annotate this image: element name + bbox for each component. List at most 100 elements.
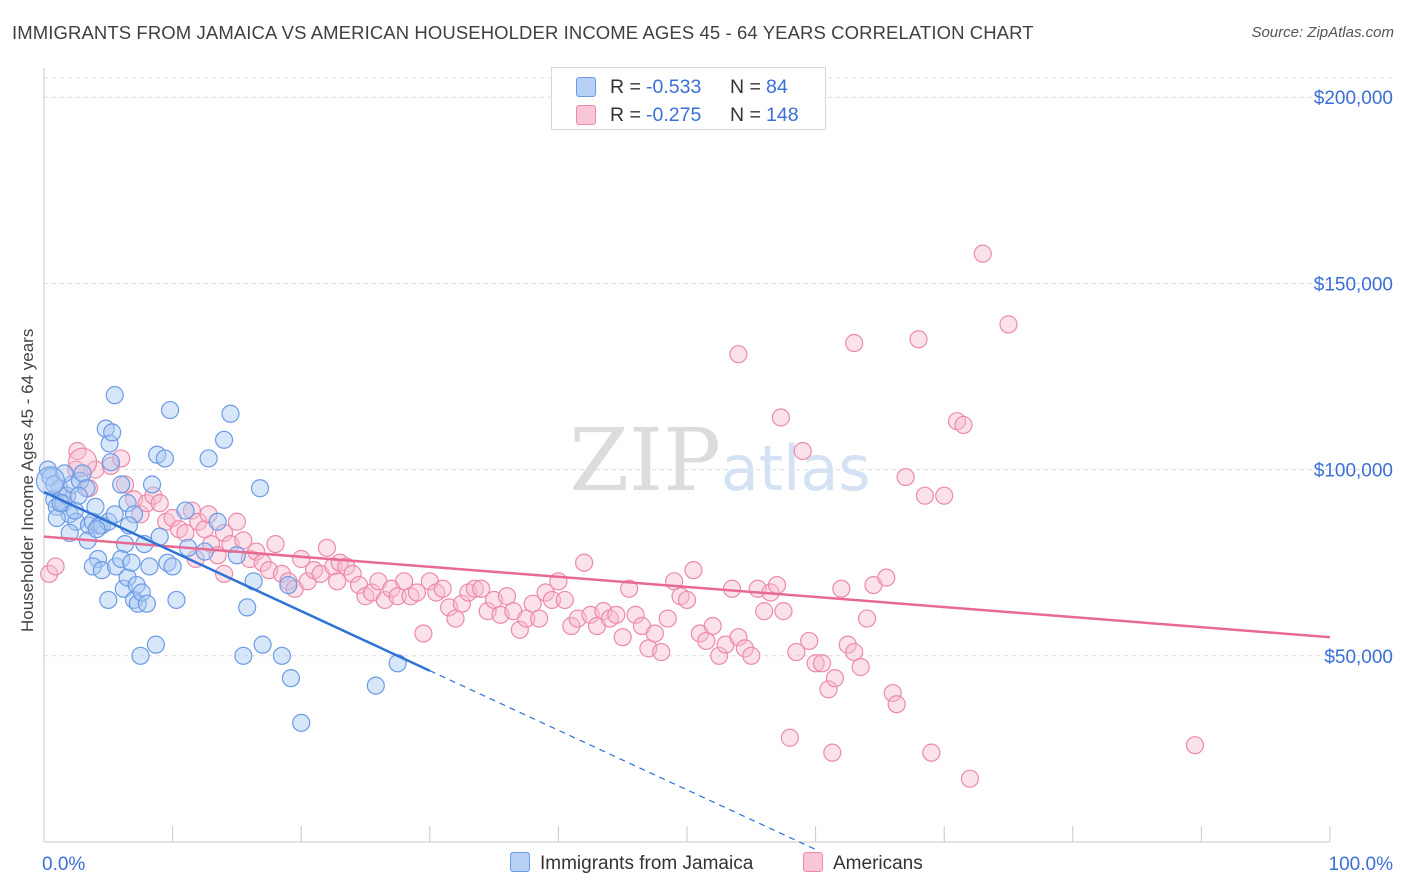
- bottom-legend-label-jamaica: Immigrants from Jamaica: [540, 853, 754, 874]
- americans-point-34: [272, 564, 292, 583]
- y-axis-label: Householder Income Ages 45 - 64 years: [18, 328, 37, 632]
- americans-point-109: [755, 602, 774, 621]
- axes: [43, 68, 1331, 843]
- americans-point-89: [626, 605, 645, 624]
- x-tick-label-1: 100.0%: [1329, 854, 1394, 875]
- jamaica-point-25: [112, 475, 131, 494]
- jamaica-trend-extension: [429, 670, 816, 850]
- americans-point-113: [774, 602, 793, 621]
- americans-point-116: [793, 441, 812, 461]
- americans-point-147: [823, 743, 842, 762]
- y-tick-label-2: $150,000: [1314, 274, 1393, 295]
- jamaica-point-59: [221, 404, 240, 423]
- americans-point-118: [806, 654, 825, 673]
- americans-point-27: [227, 512, 246, 531]
- americans-point-129: [883, 683, 902, 703]
- correlation-legend: R = -0.533 N = 84 R = -0.275 N = 148: [551, 67, 826, 130]
- americans-point-120: [819, 680, 838, 699]
- jamaica-point-52: [176, 501, 195, 520]
- legend-r-label: R =: [610, 104, 641, 126]
- jamaica-point-61: [234, 646, 253, 665]
- jamaica-point-27: [118, 494, 137, 513]
- jamaica-point-65: [253, 635, 272, 654]
- americans-point-14: [150, 494, 169, 513]
- americans-point-115: [787, 642, 806, 662]
- americans-point-55: [407, 583, 427, 602]
- jamaica-point-11: [73, 464, 92, 483]
- americans-point-62: [452, 594, 472, 613]
- americans-point-125: [851, 657, 870, 677]
- americans-point-8: [112, 449, 131, 468]
- source-credit: Source: ZipAtlas.com: [1251, 24, 1394, 41]
- legend-r-value: -0.533: [646, 76, 702, 98]
- americans-point-136: [954, 415, 973, 435]
- jamaica-point-37: [122, 553, 141, 572]
- americans-point-87: [613, 628, 632, 647]
- americans-point-71: [510, 620, 529, 639]
- jamaica-point-10: [70, 471, 90, 490]
- americans-point-121: [825, 669, 844, 688]
- jamaica-points: [35, 386, 407, 732]
- americans-point-97: [677, 590, 697, 610]
- jamaica-point-80: [163, 557, 182, 576]
- jamaica-point-60: [227, 546, 246, 565]
- y-tick-label-0: $50,000: [1324, 647, 1393, 668]
- jamaica-point-69: [292, 713, 311, 732]
- watermark: ZIPatlas: [569, 411, 870, 511]
- americans-point-81: [575, 553, 594, 572]
- watermark-atlas: atlas: [721, 432, 871, 505]
- jamaica-point-21: [105, 505, 124, 524]
- legend-swatch-blue: [576, 77, 596, 97]
- americans-point-128: [877, 568, 896, 587]
- americans-point-126: [857, 609, 877, 628]
- americans-point-33: [266, 534, 285, 554]
- jamaica-point-72: [47, 508, 66, 528]
- americans-point-111: [767, 575, 787, 595]
- americans-point-56: [414, 624, 433, 643]
- americans-point-98: [684, 561, 703, 580]
- jamaica-point-77: [45, 475, 64, 494]
- americans-point-146: [328, 572, 347, 591]
- jamaica-point-81: [87, 520, 106, 539]
- jamaica-point-30: [83, 557, 102, 576]
- jamaica-point-67: [281, 669, 301, 688]
- jamaica-point-43: [137, 594, 156, 613]
- americans-point-130: [887, 695, 906, 714]
- bottom-legend-jamaica[interactable]: Immigrants from Jamaica: [510, 852, 753, 875]
- americans-point-137: [960, 769, 980, 788]
- jamaica-point-28: [124, 505, 144, 524]
- americans-point-119: [812, 654, 832, 673]
- americans-point-133: [922, 743, 941, 762]
- americans-point-12: [137, 494, 156, 513]
- jamaica-point-42: [132, 583, 151, 602]
- americans-point-76: [542, 590, 562, 610]
- jamaica-cluster-point: [35, 466, 66, 496]
- trend-lines: [43, 490, 1331, 850]
- americans-point-75: [536, 583, 555, 602]
- jamaica-point-70: [366, 676, 385, 695]
- americans-point-102: [710, 646, 729, 665]
- americans-point-74: [530, 609, 549, 628]
- jamaica-point-31: [92, 561, 111, 580]
- jamaica-trend-line: [43, 490, 431, 672]
- americans-point-117: [800, 631, 819, 651]
- americans-point-139: [999, 315, 1018, 334]
- americans-point-134: [935, 486, 954, 505]
- legend-n-value: 148: [766, 104, 799, 126]
- jamaica-point-55: [195, 542, 214, 561]
- bottom-legend-americans[interactable]: Americans: [803, 852, 923, 875]
- americans-point-122: [832, 579, 851, 598]
- jamaica-point-34: [112, 549, 131, 569]
- americans-point-142: [729, 345, 748, 364]
- americans-point-88: [620, 579, 639, 598]
- jamaica-point-22: [100, 434, 119, 453]
- jamaica-point-75: [69, 486, 88, 505]
- americans-point-4: [68, 441, 87, 461]
- americans-point-112: [771, 408, 790, 427]
- jamaica-point-68: [279, 575, 298, 595]
- americans-point-25: [214, 523, 234, 543]
- tick-labels: $50,000 $100,000 $150,000 $200,000 0.0% 100.0…: [42, 88, 1393, 875]
- americans-point-9: [115, 475, 135, 494]
- legend-swatch-pink: [576, 105, 596, 125]
